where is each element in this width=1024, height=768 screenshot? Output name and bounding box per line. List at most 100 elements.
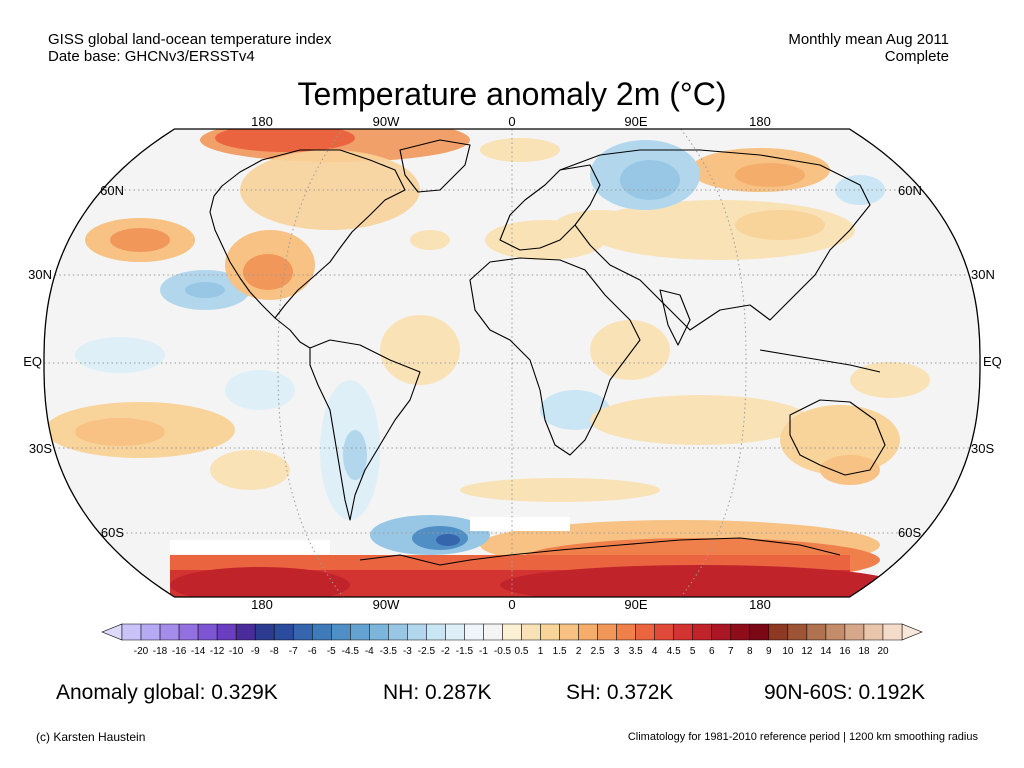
colorbar-cap-left (101, 623, 123, 641)
colorbar-tick-label: -18 (153, 646, 168, 657)
lat-label: EQ (23, 354, 42, 369)
colorbar-swatch (578, 623, 598, 641)
colorbar-swatch (502, 623, 522, 641)
colorbar-swatch (540, 623, 560, 641)
colorbar-swatch (597, 623, 617, 641)
anomaly-field (45, 129, 930, 597)
colorbar-tick-label: 18 (858, 646, 870, 657)
indonesia-outline (759, 349, 881, 373)
colorbar-tick-label: 4.5 (667, 646, 681, 657)
lat-label: 60S (898, 525, 921, 540)
colorbar-swatch (216, 623, 237, 641)
anomaly-patch (225, 370, 295, 410)
colorbar-swatch (140, 623, 161, 641)
longitude-labels-top: 180 90W 0 90E 180 (251, 114, 771, 129)
lat-label: 30N (28, 267, 52, 282)
credit-label: (c) Karsten Haustein (36, 730, 146, 744)
colorbar-swatch (806, 623, 827, 641)
colorbar-swatch (825, 623, 846, 641)
longitude-labels-bottom: 180 90W 0 90E 180 (251, 597, 771, 612)
colorbar-tick-label: -7 (289, 646, 298, 657)
colorbar-tick-label: 4 (652, 646, 658, 657)
south-america-outline (309, 339, 421, 521)
colorbar-tick-label: -20 (134, 646, 149, 657)
colorbar-swatch (616, 623, 636, 641)
colorbar-tick-label: 3 (614, 646, 620, 657)
lon-label: 90W (373, 597, 400, 612)
colorbar-tick-label: -12 (210, 646, 225, 657)
colorbar-tick-label: 7 (728, 646, 734, 657)
anomaly-patch (110, 228, 170, 252)
anomaly-patch (735, 163, 805, 187)
central-america-outline (274, 317, 311, 349)
colorbar-tick-label: -3.5 (380, 646, 398, 657)
colorbar-tick-label: 16 (839, 646, 851, 657)
colorbar-tick-label: -2.5 (418, 646, 436, 657)
greenland-outline (399, 139, 471, 193)
colorbar-swatch (559, 623, 579, 641)
anomaly-patch (380, 315, 460, 385)
colorbar-swatch (159, 623, 180, 641)
colorbar-swatch (673, 623, 693, 641)
lon-label: 90E (624, 114, 647, 129)
lon-label: 90W (373, 114, 400, 129)
anomaly-patch (185, 282, 225, 298)
colorbar-cap-right (901, 623, 923, 641)
colorbar-tick-label: -3 (403, 646, 412, 657)
anomaly-patch (780, 405, 900, 475)
colorbar-tick-label: -4.5 (342, 646, 360, 657)
colorbar-swatch (635, 623, 655, 641)
map-border (43, 128, 981, 598)
anomaly-patch (75, 418, 165, 446)
colorbar-tick-label: -1.5 (456, 646, 474, 657)
colorbar-swatch (311, 623, 332, 641)
anomaly-patch (480, 138, 560, 162)
colorbar-swatch (407, 623, 427, 641)
colorbar-swatch (521, 623, 541, 641)
colorbar-swatch (863, 623, 884, 641)
europe-outline (499, 164, 601, 251)
lat-label: 60N (100, 183, 124, 198)
sh-anomaly-stat: SH: 0.372K (566, 681, 674, 704)
colorbar-swatch (235, 623, 256, 641)
colorbar-swatch (844, 623, 865, 641)
colorbar-tick-label: 20 (877, 646, 889, 657)
africa-outline (469, 257, 641, 456)
lon-label: 180 (749, 114, 771, 129)
colorbar-tick-label: -8 (270, 646, 279, 657)
anomaly-patch (820, 455, 880, 485)
anomaly-patch (500, 565, 900, 597)
colorbar-swatch (711, 623, 732, 641)
colorbar-swatch (369, 623, 389, 641)
lon-label: 0 (508, 114, 515, 129)
nh-anomaly-stat: NH: 0.287K (383, 681, 492, 704)
colorbar-tick-label: 0.5 (515, 646, 529, 657)
antarctica-outline (359, 537, 841, 566)
anomaly-patch (485, 220, 605, 260)
colorbar-tick-label: 1 (538, 646, 544, 657)
colorbar-swatch (331, 623, 351, 641)
colorbar-tick-label: -5 (327, 646, 336, 657)
colorbar-swatch (730, 623, 751, 641)
band-anomaly-stat: 90N-60S: 0.192K (764, 681, 926, 704)
colorbar-tick-label: -0.5 (494, 646, 512, 657)
lat-label: 30S (971, 441, 994, 456)
lon-label: 90E (624, 597, 647, 612)
anomaly-patch (170, 567, 350, 597)
colorbar-tick-label: -2 (441, 646, 450, 657)
lon-label: 180 (749, 597, 771, 612)
asia-outline (559, 149, 871, 331)
anomaly-patch (620, 160, 680, 200)
colorbar-tick-label: -1 (479, 646, 488, 657)
colorbar-swatch (483, 623, 503, 641)
colorbar-swatch (292, 623, 313, 641)
anomaly-patch (243, 254, 293, 290)
colorbar-tick-label: 14 (820, 646, 832, 657)
australia-outline (789, 399, 886, 476)
anomaly-patch (436, 534, 460, 546)
colorbar-swatch (654, 623, 674, 641)
lat-label: 60S (101, 525, 124, 540)
colorbar-tick-label: -6 (308, 646, 317, 657)
anomaly-patch (590, 395, 810, 445)
colorbar-swatch (464, 623, 484, 641)
